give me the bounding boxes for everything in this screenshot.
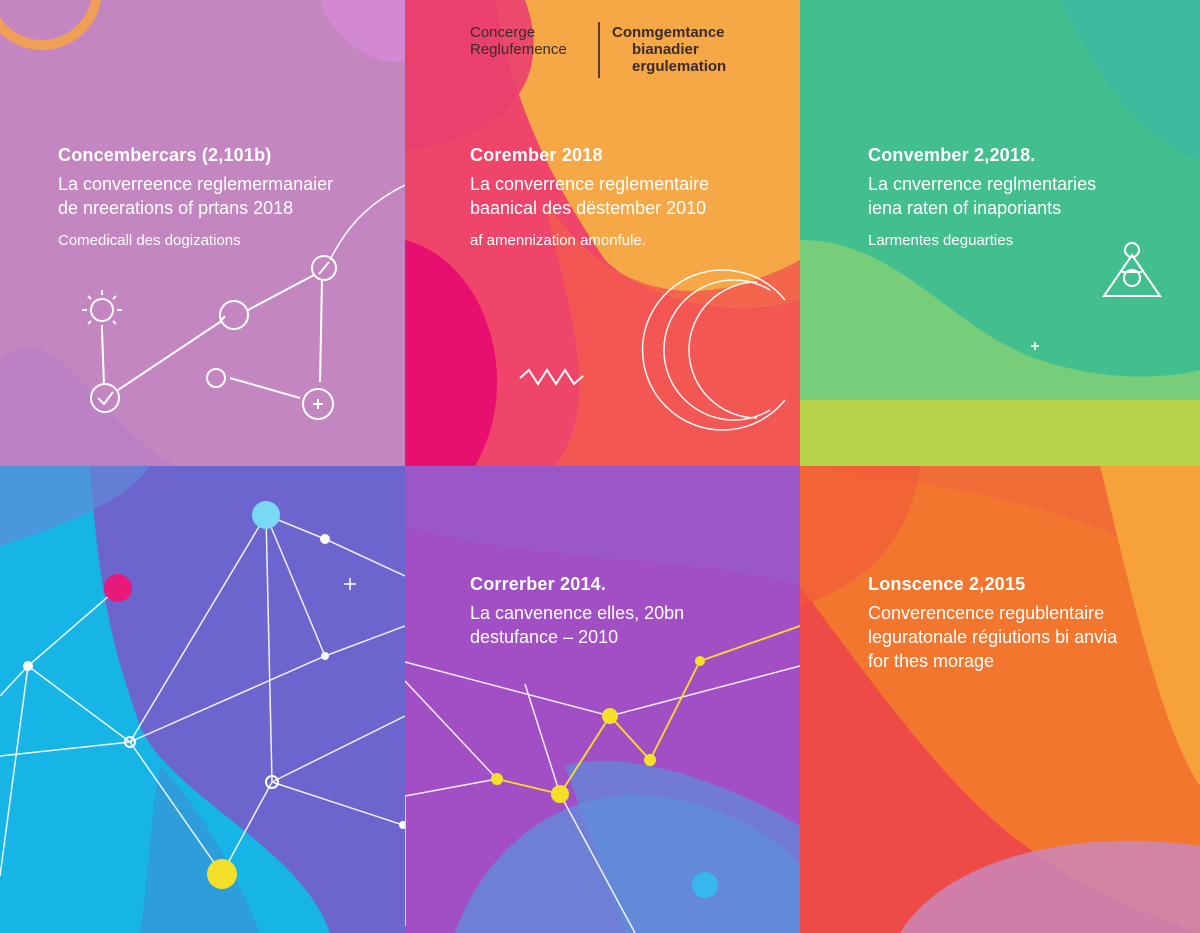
panel-5: Correrber 2014. La canvenence elles, 20b… xyxy=(405,466,800,933)
panel-1-small: Comedicall des dogizations xyxy=(58,232,241,249)
logo-divider xyxy=(598,22,600,78)
panel-6-text: Lonscence 2,2015 Converencence regublent… xyxy=(868,574,1117,673)
panel-4-background xyxy=(0,466,405,933)
panel-2: Corember 2018 La converrence reglementai… xyxy=(405,0,800,466)
panel-2-line-1: La converrence reglementaire xyxy=(470,174,710,194)
panel-6-headline: Lonscence 2,2015 xyxy=(868,574,1026,594)
panel-5-line-2: destufance – 2010 xyxy=(470,627,619,647)
panel-2-small: af amennization amonfule. xyxy=(470,232,646,249)
panel-3-headline: Convember 2,2018. xyxy=(868,145,1036,165)
panel-1-line-1: La converreence reglemermanaier xyxy=(58,174,334,194)
panel-5-headline: Correrber 2014. xyxy=(470,574,607,594)
panel-5-text: Correrber 2014. La canvenence elles, 20b… xyxy=(470,574,684,649)
logo-left-line-1: Concerge xyxy=(470,24,536,41)
panel-3-text: Convember 2,2018. La cnverrence reglment… xyxy=(868,145,1096,249)
panel-1-text: Concembercars (2,101b) La converreence r… xyxy=(58,145,333,249)
panel-1-line-2: de nreerations of prtans 2018 xyxy=(58,198,294,218)
panel-1-headline: Concembercars (2,101b) xyxy=(58,145,272,165)
panel-6: Lonscence 2,2015 Converencence regublent… xyxy=(800,466,1200,933)
panel-1: Concembercars (2,101b) La converreence r… xyxy=(0,0,405,466)
panel-2-headline: Corember 2018 xyxy=(470,145,603,165)
panel-3-line-1: La cnverrence reglmentaries xyxy=(868,174,1097,194)
panel-2-line-2: baanical des dëstember 2010 xyxy=(470,198,707,218)
panel-6-line-1: Converencence regublentaire xyxy=(868,603,1105,623)
logo-right: Conmgemtance bianadier ergulemation xyxy=(612,24,726,75)
panel-4 xyxy=(0,466,405,933)
panel-2-text: Corember 2018 La converrence reglementai… xyxy=(470,145,709,249)
logo-right-line-2: bianadier xyxy=(632,41,699,58)
panel-6-line-2: leguratonale régiutions bi anvia xyxy=(868,627,1118,647)
panel-6-line-3: for thes morage xyxy=(868,651,995,671)
panel-3-small: Larmentes deguarties xyxy=(868,232,1014,249)
panel-6-background xyxy=(800,466,1200,933)
panel-1-background xyxy=(0,0,405,466)
panel-3-background xyxy=(800,0,1200,466)
panel-5-line-1: La canvenence elles, 20bn xyxy=(470,603,685,623)
logo-right-line-3: ergulemation xyxy=(632,58,727,75)
logo-left-line-2: Reglufemence xyxy=(470,41,567,58)
panel-5-background xyxy=(405,466,800,933)
panel-3-line-2: iena raten of inaporiants xyxy=(868,198,1062,218)
logo-right-line-1: Conmgemtance xyxy=(612,24,725,41)
logo: Concerge Reglufemence Conmgemtance biana… xyxy=(470,22,726,78)
panel-3: Convember 2,2018. La cnverrence reglment… xyxy=(800,0,1200,466)
